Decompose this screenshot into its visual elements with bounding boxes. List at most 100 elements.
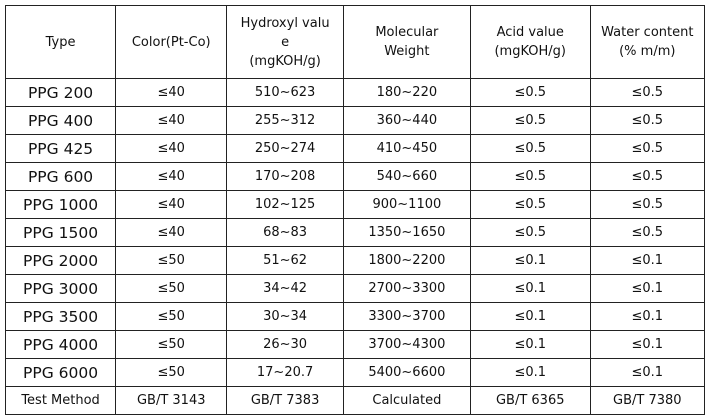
cell-hydroxyl-value: 34~42 [226, 274, 344, 303]
cell-water-content: ≤0.1 [589, 302, 706, 331]
cell-type: PPG 425 [4, 134, 117, 163]
test-method-value: GB/T 3143 [115, 386, 228, 415]
cell-type: PPG 3000 [4, 274, 117, 303]
table-row: PPG 2000 ≤50 51~62 1800~2200 ≤0.1 ≤0.1 [4, 246, 706, 275]
test-method-value: GB/T 7383 [226, 386, 344, 415]
header-line: Hydroxyl valu [240, 15, 330, 31]
cell-type: PPG 1000 [4, 190, 117, 219]
cell-water-content: ≤0.5 [589, 218, 706, 247]
header-line: (% m/m) [619, 44, 676, 59]
cell-molecular-weight: 2700~3300 [342, 274, 471, 303]
cell-color: ≤40 [115, 106, 228, 135]
ppg-specification-table: Type Color(Pt-Co) Hydroxyl valu e (mgKOH/g) M… [4, 5, 706, 415]
spec-table-container: Type Color(Pt-Co) Hydroxyl valu e (mgKOH/g) M… [4, 5, 706, 415]
header-row: Type Color(Pt-Co) Hydroxyl valu e (mgKOH/g) M… [4, 5, 706, 79]
cell-acid-value: ≤0.5 [469, 190, 591, 219]
cell-water-content: ≤0.5 [589, 162, 706, 191]
cell-type: PPG 200 [4, 78, 117, 107]
header-line: Color(Pt-Co) [131, 34, 211, 50]
cell-water-content: ≤0.5 [589, 78, 706, 107]
cell-acid-value: ≤0.5 [469, 106, 591, 135]
cell-hydroxyl-value: 170~208 [226, 162, 344, 191]
cell-water-content: ≤0.5 [589, 106, 706, 135]
cell-acid-value: ≤0.5 [469, 78, 591, 107]
cell-color: ≤40 [115, 134, 228, 163]
header-water-content: Water content (% m/m) [589, 5, 706, 79]
cell-hydroxyl-value: 30~34 [226, 302, 344, 331]
cell-acid-value: ≤0.1 [469, 358, 591, 387]
cell-molecular-weight: 180~220 [342, 78, 471, 107]
cell-color: ≤40 [115, 218, 228, 247]
table-body: PPG 200 ≤40 510~623 180~220 ≤0.5 ≤0.5 PPG 400 ≤… [4, 78, 706, 415]
cell-acid-value: ≤0.5 [469, 218, 591, 247]
cell-type: PPG 6000 [4, 358, 117, 387]
header-line: Weight [384, 44, 430, 59]
header-color: Color(Pt-Co) [115, 5, 228, 79]
cell-hydroxyl-value: 510~623 [226, 78, 344, 107]
cell-water-content: ≤0.5 [589, 190, 706, 219]
table-row: PPG 3000 ≤50 34~42 2700~3300 ≤0.1 ≤0.1 [4, 274, 706, 303]
cell-color: ≤50 [115, 330, 228, 359]
cell-hydroxyl-value: 255~312 [226, 106, 344, 135]
cell-acid-value: ≤0.5 [469, 134, 591, 163]
header-line: Water content [601, 25, 694, 40]
cell-type: PPG 600 [4, 162, 117, 191]
cell-type: PPG 400 [4, 106, 117, 135]
test-method-label: Test Method [4, 386, 117, 415]
cell-water-content: ≤0.1 [589, 330, 706, 359]
cell-molecular-weight: 3300~3700 [342, 302, 471, 331]
cell-acid-value: ≤0.1 [469, 302, 591, 331]
cell-water-content: ≤0.1 [589, 274, 706, 303]
cell-molecular-weight: 3700~4300 [342, 330, 471, 359]
test-method-row: Test Method GB/T 3143 GB/T 7383 Calculated G… [4, 386, 706, 415]
header-line: Type [45, 34, 76, 50]
cell-acid-value: ≤0.1 [469, 274, 591, 303]
cell-color: ≤50 [115, 358, 228, 387]
header-line: Molecular [375, 25, 439, 40]
cell-hydroxyl-value: 51~62 [226, 246, 344, 275]
table-row: PPG 1500 ≤40 68~83 1350~1650 ≤0.5 ≤0.5 [4, 218, 706, 247]
test-method-value: Calculated [342, 386, 471, 415]
cell-molecular-weight: 410~450 [342, 134, 471, 163]
cell-acid-value: ≤0.5 [469, 162, 591, 191]
cell-molecular-weight: 1350~1650 [342, 218, 471, 247]
cell-water-content: ≤0.5 [589, 134, 706, 163]
cell-hydroxyl-value: 102~125 [226, 190, 344, 219]
cell-color: ≤40 [115, 78, 228, 107]
table-row: PPG 1000 ≤40 102~125 900~1100 ≤0.5 ≤0.5 [4, 190, 706, 219]
cell-water-content: ≤0.1 [589, 358, 706, 387]
test-method-value: GB/T 6365 [469, 386, 591, 415]
cell-acid-value: ≤0.1 [469, 330, 591, 359]
table-row: PPG 4000 ≤50 26~30 3700~4300 ≤0.1 ≤0.1 [4, 330, 706, 359]
cell-molecular-weight: 900~1100 [342, 190, 471, 219]
cell-color: ≤50 [115, 246, 228, 275]
cell-molecular-weight: 5400~6600 [342, 358, 471, 387]
cell-acid-value: ≤0.1 [469, 246, 591, 275]
cell-molecular-weight: 360~440 [342, 106, 471, 135]
cell-type: PPG 2000 [4, 246, 117, 275]
test-method-value: GB/T 7380 [589, 386, 706, 415]
header-line: e [281, 34, 290, 50]
header-line: (mgKOH/g) [249, 53, 321, 69]
table-row: PPG 200 ≤40 510~623 180~220 ≤0.5 ≤0.5 [4, 78, 706, 107]
cell-color: ≤40 [115, 190, 228, 219]
cell-color: ≤50 [115, 302, 228, 331]
header-line: Acid value [496, 25, 564, 40]
header-acid-value: Acid value (mgKOH/g) [469, 5, 591, 79]
cell-water-content: ≤0.1 [589, 246, 706, 275]
table-row: PPG 400 ≤40 255~312 360~440 ≤0.5 ≤0.5 [4, 106, 706, 135]
table-row: PPG 600 ≤40 170~208 540~660 ≤0.5 ≤0.5 [4, 162, 706, 191]
cell-type: PPG 4000 [4, 330, 117, 359]
cell-color: ≤40 [115, 162, 228, 191]
header-molecular-weight: Molecular Weight [342, 5, 471, 79]
table-row: PPG 6000 ≤50 17~20.7 5400~6600 ≤0.1 ≤0.1 [4, 358, 706, 387]
cell-type: PPG 3500 [4, 302, 117, 331]
table-row: PPG 3500 ≤50 30~34 3300~3700 ≤0.1 ≤0.1 [4, 302, 706, 331]
header-line: (mgKOH/g) [494, 44, 566, 59]
cell-molecular-weight: 1800~2200 [342, 246, 471, 275]
header-type: Type [4, 5, 117, 79]
header-hydroxyl-value: Hydroxyl valu e (mgKOH/g) [226, 5, 344, 79]
table-row: PPG 425 ≤40 250~274 410~450 ≤0.5 ≤0.5 [4, 134, 706, 163]
cell-type: PPG 1500 [4, 218, 117, 247]
cell-color: ≤50 [115, 274, 228, 303]
